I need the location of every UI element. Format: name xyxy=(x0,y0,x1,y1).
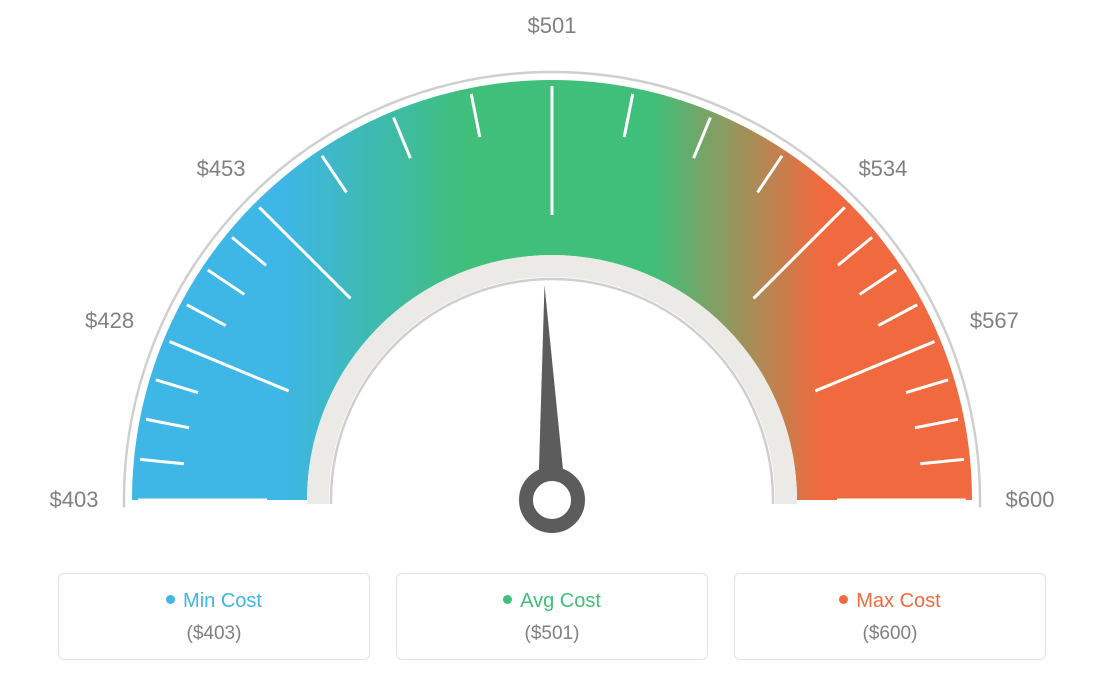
legend-max-label: Max Cost xyxy=(856,590,940,612)
gauge-tick-label: $534 xyxy=(858,156,907,182)
gauge-tick-label: $600 xyxy=(1006,487,1055,513)
legend-avg-value: ($501) xyxy=(407,623,697,645)
legend-min: Min Cost ($403) xyxy=(58,573,370,660)
legend-max-value: ($600) xyxy=(745,623,1035,645)
gauge-tick-label: $501 xyxy=(528,13,577,39)
legend-min-label: Min Cost xyxy=(183,590,262,612)
gauge-tick-label: $453 xyxy=(197,156,246,182)
gauge-tick-label: $403 xyxy=(50,487,99,513)
legend-avg-label: Avg Cost xyxy=(520,590,601,612)
gauge-tick-label: $567 xyxy=(970,308,1019,334)
legend-min-value: ($403) xyxy=(69,623,359,645)
max-dot-icon xyxy=(839,595,848,604)
avg-dot-icon xyxy=(503,595,512,604)
legend-max: Max Cost ($600) xyxy=(734,573,1046,660)
legend-avg: Avg Cost ($501) xyxy=(396,573,708,660)
legend-row: Min Cost ($403) Avg Cost ($501) Max Cost… xyxy=(0,573,1104,660)
min-dot-icon xyxy=(166,595,175,604)
gauge-tick-label: $428 xyxy=(85,308,134,334)
cost-gauge: $403 $428 $453 $501 $534 $567 $600 xyxy=(0,0,1104,560)
